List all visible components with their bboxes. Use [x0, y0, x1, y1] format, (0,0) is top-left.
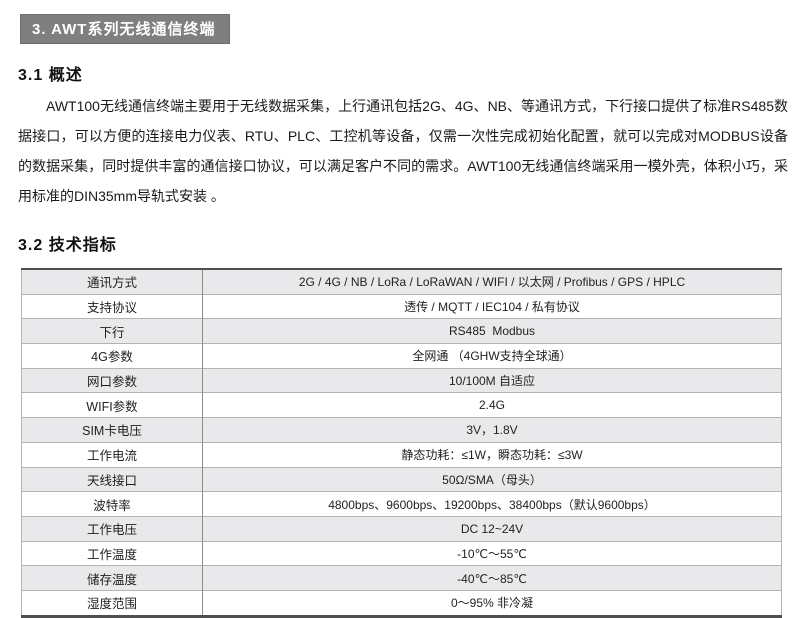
spec-value: -10℃～55℃: [202, 540, 782, 566]
spec-label: 工作电流: [21, 441, 203, 467]
spec-value: 3V，1.8V: [202, 417, 782, 443]
spec-row: 储存温度 -40℃～85℃: [21, 565, 782, 591]
spec-label: 储存温度: [21, 565, 203, 591]
overview-heading: 3.1 概述: [18, 67, 83, 84]
spec-row: 天线接口 50Ω/SMA（母头）: [21, 466, 782, 492]
spec-value: DC 12~24V: [202, 515, 782, 542]
spec-label: 波特率: [21, 491, 203, 517]
spec-label: 4G参数: [21, 343, 203, 369]
spec-row: 湿度范围 0～95% 非冷凝: [21, 589, 782, 617]
spec-row: 工作电压 DC 12~24V: [21, 515, 782, 542]
spec-value: 4800bps、9600bps、19200bps、38400bps（默认9600…: [202, 491, 782, 517]
spec-row: 通讯方式 2G / 4G / NB / LoRa / LoRaWAN / WIFI…: [21, 269, 782, 295]
spec-label: 网口参数: [21, 367, 203, 393]
spec-row: 工作电流 静态功耗：≤1W，瞬态功耗：≤3W: [21, 441, 782, 467]
spec-value: 透传 / MQTT / IEC104 / 私有协议: [202, 293, 782, 319]
spec-label: SIM卡电压: [21, 417, 203, 443]
spec-label: WIFI参数: [21, 392, 203, 418]
spec-row: 支持协议 透传 / MQTT / IEC104 / 私有协议: [21, 293, 782, 319]
spec-label: 支持协议: [21, 293, 203, 319]
spec-row: 网口参数 10/100M 自适应: [21, 367, 782, 393]
spec-value: RS485 Modbus: [202, 318, 782, 344]
spec-value: 50Ω/SMA（母头）: [202, 466, 782, 492]
spec-label: 天线接口: [21, 466, 203, 492]
spec-value: 静态功耗：≤1W，瞬态功耗：≤3W: [202, 441, 782, 467]
spec-label: 下行: [21, 318, 203, 344]
spec-value: 2.4G: [202, 392, 782, 418]
spec-row: 下行 RS485 Modbus: [21, 318, 782, 344]
overview-paragraph: AWT100无线通信终端主要用于无线数据采集，上行通讯包括2G、4G、NB、等通…: [18, 98, 788, 204]
spec-value: 2G / 4G / NB / LoRa / LoRaWAN / WIFI / 以…: [298, 275, 686, 290]
spec-label: 工作电压: [21, 515, 203, 542]
spec-value: 全网通 （4GHW支持全球通）: [202, 343, 782, 369]
spec-row: WIFI参数 2.4G: [21, 392, 782, 418]
spec-label: 通讯方式: [21, 269, 203, 295]
spec-row: 4G参数 全网通 （4GHW支持全球通）: [21, 343, 782, 369]
specs-table-body: 通讯方式 2G / 4G / NB / LoRa / LoRaWAN / WIFI…: [21, 269, 782, 617]
spec-label: 工作温度: [21, 540, 203, 566]
spec-value: 0～95% 非冷凝: [202, 589, 782, 617]
spec-value: 10/100M 自适应: [202, 367, 782, 393]
spec-label: 湿度范围: [21, 589, 203, 617]
spec-row: 工作温度 -10℃～55℃: [21, 540, 782, 566]
section-heading-banner: 3. AWT系列无线通信终端: [20, 14, 231, 44]
specs-heading: 3.2 技术指标: [18, 237, 117, 254]
spec-value: -40℃～85℃: [202, 565, 782, 591]
spec-row: 波特率 4800bps、9600bps、19200bps、38400bps（默认9…: [21, 491, 782, 517]
spec-row: SIM卡电压 3V，1.8V: [21, 417, 782, 443]
specs-table: 通讯方式 2G / 4G / NB / LoRa / LoRaWAN / WIFI…: [21, 268, 782, 618]
